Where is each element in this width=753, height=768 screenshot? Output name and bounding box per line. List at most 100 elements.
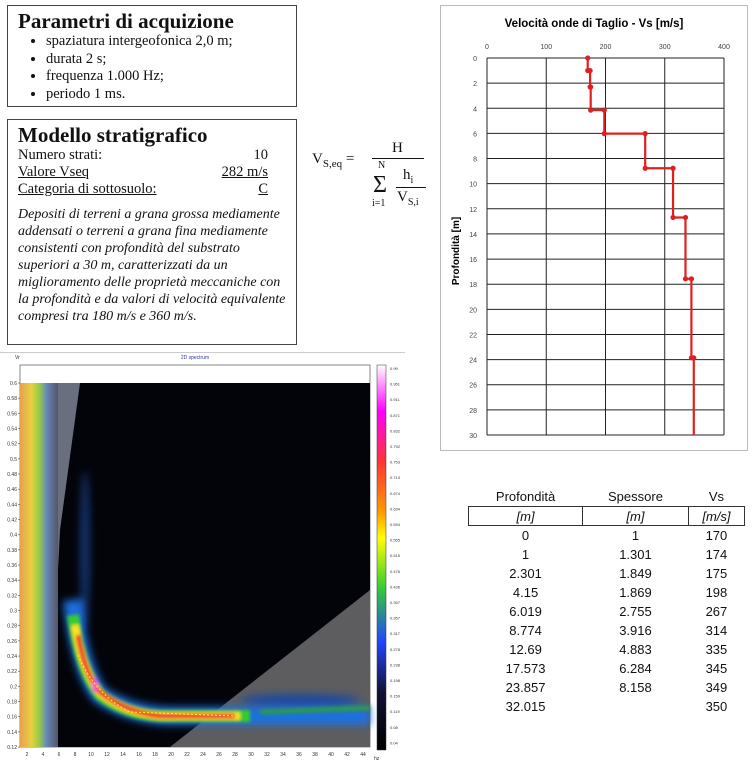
spectrum-y-tick: 0.3 bbox=[10, 609, 17, 615]
model-row: Categoria di sottosuolo: C bbox=[18, 181, 268, 198]
frac-num: h bbox=[403, 167, 411, 183]
table-cell bbox=[583, 697, 689, 716]
x-tick-label: 0 bbox=[485, 44, 489, 51]
unit-cell: [m/s] bbox=[687, 506, 746, 526]
model-row: Numero strati: 10 bbox=[18, 147, 268, 164]
spectrum-x-label: hz bbox=[374, 756, 380, 762]
spectrum-x-tick: 2 bbox=[26, 752, 29, 758]
spectrum-y-tick: 0.46 bbox=[7, 487, 17, 493]
colorbar-tick: 0.555 bbox=[390, 538, 401, 543]
formula-lhs-sub: S,eq bbox=[322, 158, 343, 170]
table-cell: 8.158 bbox=[619, 680, 652, 695]
velocity-point bbox=[588, 84, 594, 90]
table-cell: 1.849 bbox=[619, 566, 652, 581]
model-value: 10 bbox=[253, 147, 269, 163]
spectrum-x-tick: 14 bbox=[120, 752, 126, 758]
table-row: 17.573 6.284 345 bbox=[469, 659, 745, 678]
y-tick-label: 2 bbox=[473, 81, 477, 88]
spectrum-x-tick: 42 bbox=[344, 752, 350, 758]
table-cell: 198 bbox=[705, 585, 728, 600]
model-row: Valore Vseq 282 m/s bbox=[18, 164, 268, 181]
table-cell: 335 bbox=[705, 642, 728, 657]
model-title: Modello stratigrafico bbox=[18, 123, 208, 147]
spectrum-x-tick: 18 bbox=[152, 752, 158, 758]
formula-numerator: H bbox=[392, 140, 403, 156]
table-header-row: Profondità Spessore Vs bbox=[469, 487, 745, 507]
spectrum-x-tick: 10 bbox=[88, 752, 94, 758]
spectrum-x-tick: 34 bbox=[280, 752, 286, 758]
acquisition-item: spaziatura intergeofonica 2,0 m; bbox=[46, 33, 286, 51]
formula-lhs: V bbox=[312, 151, 323, 167]
spectrum-x-tick: 38 bbox=[312, 752, 318, 758]
spectrum-x-tick: 20 bbox=[168, 752, 174, 758]
spectrum-y-tick: 0.56 bbox=[7, 411, 17, 417]
table-cell: 1 bbox=[631, 528, 640, 543]
velocity-point bbox=[601, 107, 607, 113]
spectrum-y-tick: 0.22 bbox=[7, 669, 17, 675]
colorbar-tick: 0.436 bbox=[390, 584, 401, 589]
colorbar-tick: 0.08 bbox=[390, 725, 399, 730]
model-description: Depositi di terreni a grana grossa media… bbox=[18, 207, 286, 324]
spectrum-y-tick: 0.18 bbox=[7, 700, 17, 706]
table-cell: 345 bbox=[705, 661, 728, 676]
table-cell: 4.883 bbox=[619, 642, 652, 657]
spectrum-panel: Vr 2D spectrum 0.6 0.58 0.56 0.54 0.52 0.5 0.4… bbox=[0, 350, 410, 763]
colorbar-tick: 0.753 bbox=[390, 460, 401, 465]
velocity-point bbox=[682, 276, 689, 282]
sum-top: N bbox=[378, 160, 386, 171]
spectrum-y-tick: 0.16 bbox=[7, 715, 17, 721]
spectrum-y-tick: 0.52 bbox=[7, 442, 17, 448]
velocity-point bbox=[670, 165, 676, 171]
table-row: 0 1 170 bbox=[469, 526, 745, 546]
colorbar-tick: 0.515 bbox=[390, 553, 401, 558]
spectrum-x-tick: 4 bbox=[42, 752, 45, 758]
fraction-bar bbox=[372, 158, 424, 159]
colorbar-tick: 0.871 bbox=[390, 413, 401, 418]
column-header: Vs bbox=[708, 489, 724, 504]
spectrum-y-tick: 0.2 bbox=[10, 684, 17, 690]
y-tick-label: 6 bbox=[473, 131, 477, 138]
table-cell: 2.755 bbox=[619, 604, 652, 619]
table-units-row: [m] [m] [m/s] bbox=[467, 506, 746, 526]
x-tick-label: 200 bbox=[600, 44, 612, 51]
table-cell: 8.774 bbox=[509, 623, 542, 638]
table-cell: 350 bbox=[705, 699, 728, 714]
table-cell: 314 bbox=[705, 623, 728, 638]
acquisition-item: periodo 1 ms. bbox=[46, 86, 286, 104]
column-header: Profondità bbox=[495, 489, 556, 504]
y-tick-label: 4 bbox=[473, 106, 477, 113]
acquisition-list: spaziatura intergeofonica 2,0 m;durata 2… bbox=[18, 33, 286, 103]
vseq-formula: VS,eq = H N Σ i=1 hi VS,i bbox=[312, 138, 432, 218]
table-cell: 349 bbox=[705, 680, 728, 695]
colorbar-tick: 0.397 bbox=[390, 600, 401, 605]
table-cell: 17.573 bbox=[505, 661, 546, 676]
table-cell: 6.019 bbox=[509, 604, 542, 619]
spectrum-y-tick: 0.5 bbox=[10, 457, 17, 463]
spectrum-y-tick: 0.36 bbox=[7, 563, 17, 569]
spectrum-x-tick: 26 bbox=[216, 752, 222, 758]
velocity-point bbox=[642, 165, 648, 171]
colorbar-tick: 0.119 bbox=[390, 709, 400, 714]
spectrum-y-tick: 0.24 bbox=[7, 654, 17, 660]
x-tick-label: 100 bbox=[540, 44, 552, 51]
colorbar-tick: 0.278 bbox=[390, 647, 401, 652]
acquisition-item: durata 2 s; bbox=[46, 51, 286, 69]
spectrum-y-tick: 0.42 bbox=[7, 518, 17, 524]
colorbar-tick: 0.832 bbox=[390, 428, 401, 433]
x-tick-label: 400 bbox=[718, 44, 730, 51]
table-cell: 170 bbox=[705, 528, 728, 543]
spectrum-svg: Vr 2D spectrum 0.6 0.58 0.56 0.54 0.52 0.5 0.4… bbox=[7, 355, 401, 762]
spectrum-x-tick: 28 bbox=[232, 752, 238, 758]
unit-cell: [m] bbox=[582, 506, 689, 526]
spectrum-x-tick: 8 bbox=[74, 752, 77, 758]
table-row: 1 1.301 174 bbox=[469, 545, 745, 564]
spectrum-y-tick: 0.6 bbox=[10, 381, 17, 387]
table-cell: 174 bbox=[705, 547, 728, 562]
table-row: 4.15 1.869 198 bbox=[469, 583, 745, 602]
formula-eq: = bbox=[345, 151, 355, 167]
velocity-point bbox=[642, 131, 648, 137]
sum-symbol: Σ bbox=[373, 172, 387, 198]
frac-den-sub: S,i bbox=[407, 197, 419, 208]
table-cell: 0 bbox=[521, 528, 530, 543]
spectrum-x-tick: 40 bbox=[328, 752, 334, 758]
